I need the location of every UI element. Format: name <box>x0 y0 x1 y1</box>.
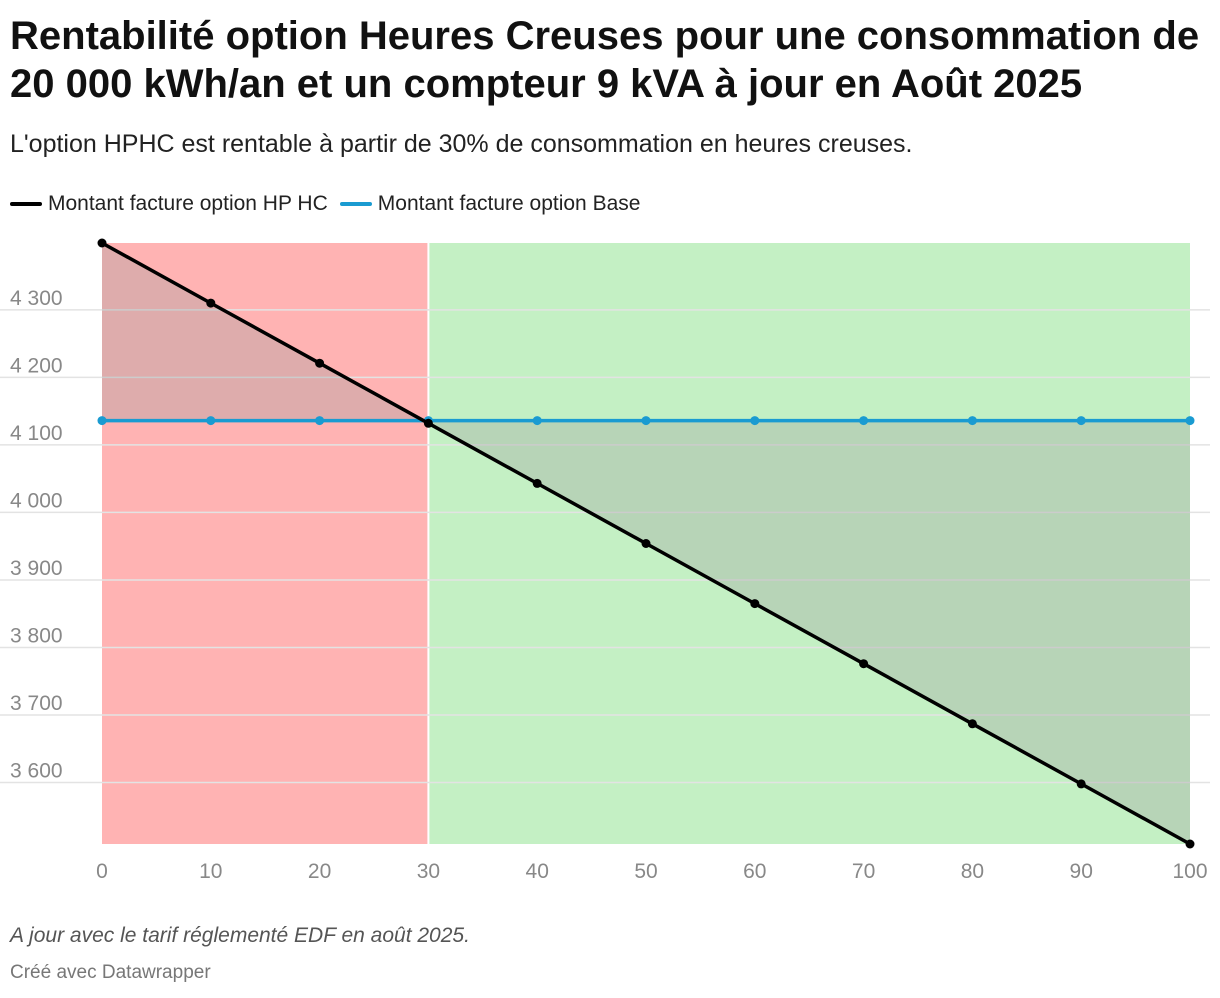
data-point-hphc <box>641 539 651 548</box>
data-point-hphc <box>750 599 760 609</box>
zone-profitable <box>428 243 1190 844</box>
legend: Montant facture option HP HC Montant fac… <box>10 190 652 218</box>
data-point-base <box>315 416 325 426</box>
x-tick-label: 70 <box>852 860 875 883</box>
x-tick-label: 90 <box>1070 860 1093 883</box>
data-point-base <box>967 416 977 426</box>
chart-notes: A jour avec le tarif réglementé EDF en a… <box>10 924 470 947</box>
y-tick-label: 3 600 <box>10 760 63 783</box>
y-tick-label: 3 700 <box>10 692 63 715</box>
x-tick-label: 100 <box>1172 860 1207 883</box>
legend-item-hphc: Montant facture option HP HC <box>10 192 328 216</box>
y-tick-label: 4 000 <box>10 489 63 512</box>
line-chart: 3 600 3 700 3 800 3 900 4 000 4 100 4 200 4 300… <box>0 238 1210 883</box>
data-point-base <box>1185 416 1195 426</box>
legend-swatch-hphc <box>10 202 42 206</box>
data-point-hphc <box>967 719 977 729</box>
chart-subtitle: L'option HPHC est rentable à partir de 3… <box>10 130 913 158</box>
x-tick-label: 20 <box>308 860 331 883</box>
chart-credit[interactable]: Créé avec Datawrapper <box>10 962 211 983</box>
data-point-hphc <box>1185 839 1195 849</box>
x-tick-label: 80 <box>961 860 984 883</box>
data-point-hphc <box>859 659 869 669</box>
data-point-hphc <box>423 418 433 428</box>
chart-title: Rentabilité option Heures Creuses pour u… <box>10 14 1200 106</box>
data-point-hphc <box>532 478 542 488</box>
data-point-base <box>641 416 651 426</box>
x-tick-label: 60 <box>743 860 766 883</box>
legend-item-base: Montant facture option Base <box>339 192 641 216</box>
data-point-base <box>97 416 107 426</box>
data-point-hphc <box>315 358 325 368</box>
x-tick-label: 0 <box>96 860 108 883</box>
x-tick-label: 50 <box>634 860 657 883</box>
y-tick-label: 3 900 <box>10 557 63 580</box>
data-point-hphc <box>206 298 216 308</box>
data-point-base <box>1076 416 1086 426</box>
data-point-base <box>859 416 869 426</box>
legend-label-hphc: Montant facture option HP HC <box>48 192 328 215</box>
y-tick-label: 4 300 <box>10 287 63 310</box>
x-tick-label: 30 <box>417 860 440 883</box>
y-tick-label: 3 800 <box>10 624 63 647</box>
data-point-base <box>750 416 760 426</box>
data-point-hphc <box>97 238 107 248</box>
legend-swatch-base <box>339 202 372 206</box>
x-tick-label: 40 <box>526 860 549 883</box>
y-tick-label: 4 100 <box>10 422 63 445</box>
zone-unprofitable <box>102 243 429 844</box>
legend-label-base: Montant facture option Base <box>377 192 641 215</box>
data-point-base <box>206 416 216 426</box>
y-tick-label: 4 200 <box>10 354 63 377</box>
data-point-base <box>532 416 542 426</box>
x-tick-label: 10 <box>199 860 222 883</box>
data-point-hphc <box>1076 779 1086 789</box>
